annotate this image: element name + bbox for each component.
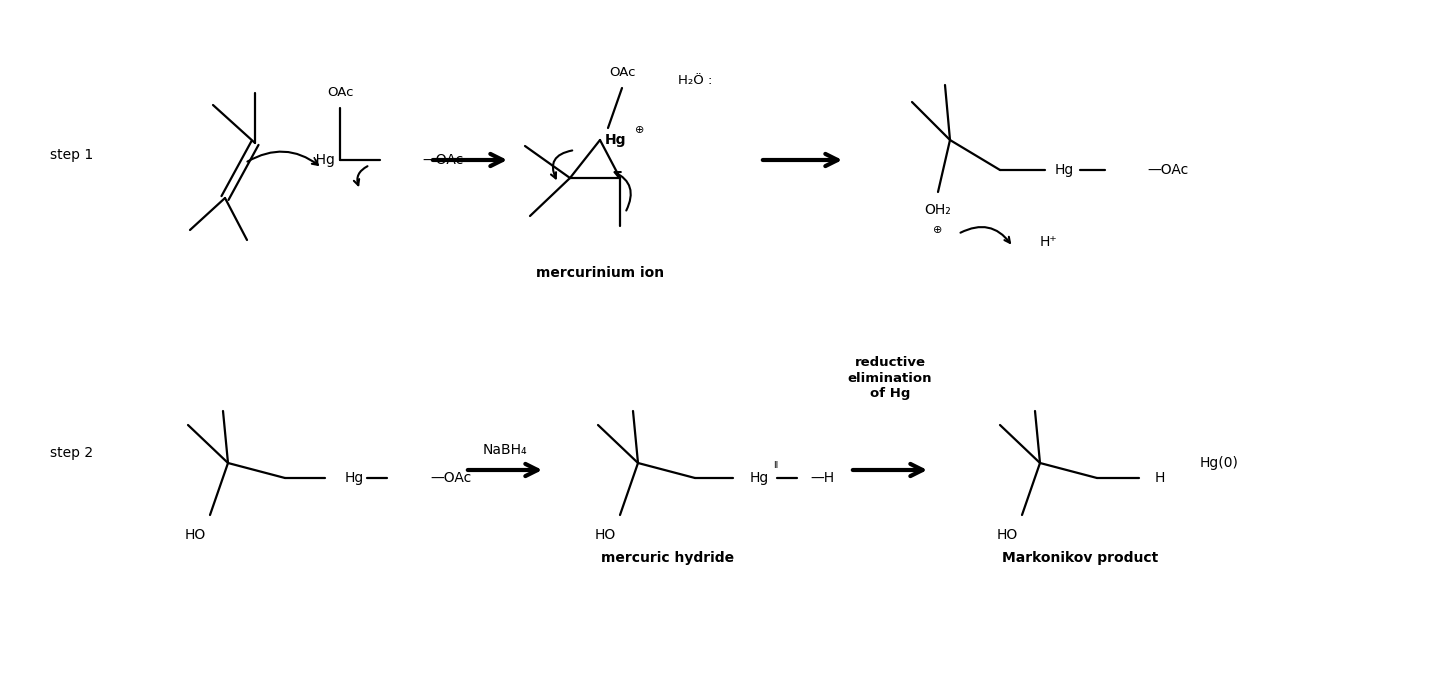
Text: HO: HO xyxy=(595,528,616,542)
Text: HO: HO xyxy=(996,528,1018,542)
Text: OH₂: OH₂ xyxy=(924,203,952,217)
Text: mercurinium ion: mercurinium ion xyxy=(536,266,664,280)
Text: H₂Ö :: H₂Ö : xyxy=(678,74,713,87)
Text: step 2: step 2 xyxy=(50,446,94,460)
Text: II: II xyxy=(773,462,778,471)
Text: Markonikov product: Markonikov product xyxy=(1002,551,1158,565)
Text: OAc: OAc xyxy=(327,85,353,98)
Text: —OAc: —OAc xyxy=(431,471,471,485)
Text: Hg(0): Hg(0) xyxy=(1200,456,1238,470)
Text: Hg: Hg xyxy=(605,133,626,147)
Text: mercuric hydride: mercuric hydride xyxy=(602,551,734,565)
Text: Hg: Hg xyxy=(1056,163,1074,177)
Text: —OAc: —OAc xyxy=(1148,163,1188,177)
Text: OAc: OAc xyxy=(609,65,635,78)
Text: :Hg: :Hg xyxy=(311,153,336,167)
Text: NaBH₄: NaBH₄ xyxy=(482,443,527,457)
Text: reductive
elimination
of Hg: reductive elimination of Hg xyxy=(848,356,932,400)
Text: Hg: Hg xyxy=(346,471,364,485)
Text: H⁺: H⁺ xyxy=(1040,235,1057,249)
Text: HO: HO xyxy=(184,528,206,542)
Text: —H: —H xyxy=(809,471,834,485)
Text: H: H xyxy=(1155,471,1165,485)
Text: Hg: Hg xyxy=(750,471,769,485)
Text: —OAc: —OAc xyxy=(422,153,464,167)
Text: step 1: step 1 xyxy=(50,148,94,162)
Text: ⊕: ⊕ xyxy=(635,125,645,135)
Text: ⊕: ⊕ xyxy=(933,225,943,235)
